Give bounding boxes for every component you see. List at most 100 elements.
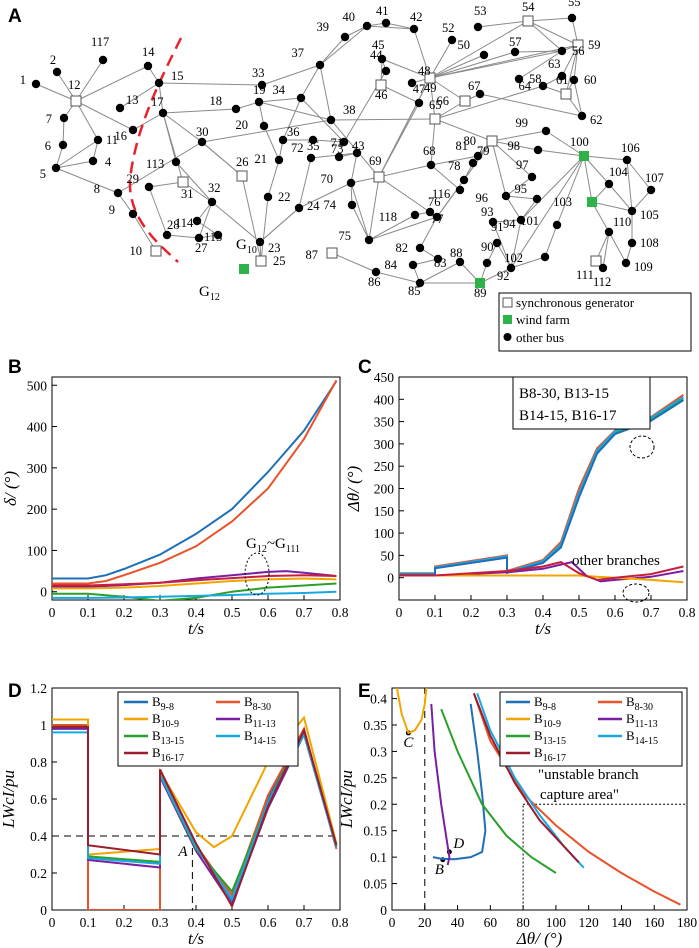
legend-label: B9-8 <box>152 694 174 713</box>
network-line <box>434 118 493 142</box>
other-bus <box>192 216 202 226</box>
bus-label: 102 <box>504 251 523 265</box>
network-line <box>510 155 585 269</box>
other-bus <box>622 155 632 165</box>
bus-label: 95 <box>515 182 528 196</box>
x-tick-label: 120 <box>579 915 600 930</box>
x-tick-label: 0 <box>49 915 56 930</box>
other-bus <box>482 258 492 268</box>
other-bus <box>306 153 316 163</box>
other-bus <box>347 200 357 210</box>
x-tick-label: 180 <box>677 915 698 930</box>
other-bus <box>407 78 417 88</box>
bus-label: 88 <box>450 246 463 260</box>
x-tick-label: 0 <box>396 605 403 620</box>
bus-label: 115 <box>204 230 222 244</box>
other-bus <box>414 98 424 108</box>
legend-label: B13-15 <box>152 728 184 747</box>
network-line <box>491 140 507 197</box>
x-tick-label: 0.6 <box>607 605 624 620</box>
bus-label: 47 <box>413 82 426 96</box>
network-line <box>368 214 416 241</box>
bus-label: 71 <box>331 136 344 150</box>
bus-label: 45 <box>372 38 385 52</box>
network-line <box>298 182 352 209</box>
legend-generator-label: synchronous generator <box>516 295 635 310</box>
other-bus <box>263 192 273 202</box>
x-tick-label: 0.7 <box>296 605 313 620</box>
other-bus <box>569 75 579 85</box>
other-bus <box>455 185 465 195</box>
network-line <box>312 139 345 143</box>
chart-b: 0 0.1 0.2 0.3 0.4 0.5 0.6 0.7 0.8 0 100 200 300 400 50… <box>1 376 349 638</box>
bus-label: 98 <box>508 139 521 153</box>
bus-label: 58 <box>529 72 542 86</box>
x-tick-label: 140 <box>611 915 632 930</box>
y-tick-label: 150 <box>374 504 395 519</box>
generator-bus <box>375 79 387 91</box>
other-bus <box>540 252 550 262</box>
bus-label: 10 <box>130 244 143 258</box>
x-tick-label: 0.6 <box>260 605 277 620</box>
other-bus <box>315 60 325 70</box>
bus-label: 97 <box>516 158 529 172</box>
panel-label-a: A <box>8 6 22 27</box>
network-line <box>419 216 438 249</box>
c-anno-line1: B8-30, B13-15 <box>519 386 609 402</box>
y-tick-label: 300 <box>374 437 395 452</box>
network-line <box>527 17 573 22</box>
bus-label: 87 <box>306 248 319 262</box>
bus-label: 104 <box>609 165 629 179</box>
bus-label: 84 <box>385 258 398 272</box>
network-line <box>117 141 203 194</box>
network-line <box>527 20 563 52</box>
other-bus <box>254 97 264 107</box>
other-bus <box>627 238 637 248</box>
network-line <box>330 119 380 178</box>
other-bus <box>627 206 637 216</box>
x-tick-label: 0.5 <box>224 915 241 930</box>
network-line <box>259 207 300 243</box>
capture-area <box>522 803 688 911</box>
bus-label: 40 <box>343 10 356 24</box>
y-tick-label: 0.1 <box>370 850 387 865</box>
network-line <box>75 65 149 102</box>
point-a-label: A <box>177 844 188 860</box>
network-line <box>602 231 610 269</box>
legend-label: B16-17 <box>534 745 566 764</box>
network-line <box>505 176 533 197</box>
bus-label: 73 <box>331 142 344 156</box>
legend: B9-8 B8-30 B10-9 B11-13 B13-15 B14-15 B16-17 <box>117 691 299 767</box>
bus-label: 7 <box>46 112 52 126</box>
bus-label: 36 <box>287 125 300 139</box>
y-tick-label: 0.3 <box>370 744 387 759</box>
other-bus <box>646 185 656 195</box>
network-line <box>527 20 579 46</box>
bus-label: 21 <box>255 152 268 166</box>
network-line <box>162 108 237 114</box>
network-line <box>55 139 99 169</box>
x-tick-label: 0.4 <box>188 605 205 620</box>
network-line <box>282 97 302 141</box>
bus-label: 46 <box>375 88 388 102</box>
network-line <box>430 118 436 166</box>
network-line <box>62 117 65 146</box>
bus-label: 86 <box>368 275 381 289</box>
legend-generator-icon <box>502 297 513 308</box>
network-line <box>319 25 368 66</box>
x-axis-label: Δθ/ (°) <box>516 929 563 948</box>
other-bus <box>162 230 172 240</box>
network-line <box>491 140 539 151</box>
y-tick-label: 50 <box>381 548 395 563</box>
network-line <box>565 44 579 95</box>
bus-label: 68 <box>423 144 436 158</box>
bus-label: 72 <box>291 141 304 155</box>
other-bus <box>115 103 125 113</box>
network-line <box>310 152 358 159</box>
bus-label: 26 <box>236 155 249 169</box>
e-anno-line2: capture area" <box>540 787 619 803</box>
other-bus <box>459 175 469 185</box>
network-line <box>537 149 585 157</box>
other-bus <box>88 156 98 166</box>
